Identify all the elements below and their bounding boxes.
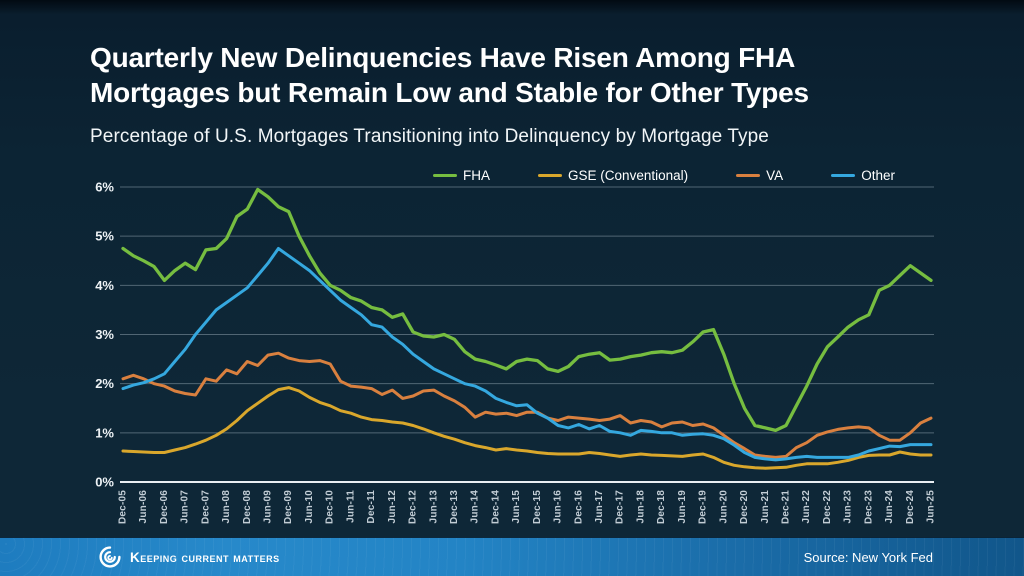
x-tick-label: Dec-12 — [408, 490, 419, 524]
y-tick-label: 6% — [95, 180, 114, 195]
x-tick-label: Jun-13 — [428, 490, 439, 524]
y-tick-label: 3% — [95, 327, 114, 342]
x-tick-label: Jun-07 — [180, 490, 191, 524]
series-line-fha — [121, 187, 933, 433]
x-tick-label: Jun-08 — [221, 490, 232, 524]
x-tick-label: Jun-20 — [718, 490, 729, 524]
y-tick-label: 0% — [95, 475, 114, 490]
x-tick-label: Dec-24 — [905, 490, 916, 524]
x-tick-label: Dec-13 — [449, 490, 460, 524]
y-tick-label: 4% — [95, 278, 114, 293]
legend-label: Other — [861, 168, 895, 183]
x-tick-label: Dec-14 — [490, 490, 501, 524]
legend-swatch — [736, 173, 761, 178]
x-tick-label: Jun-16 — [553, 490, 564, 524]
legend-item-va: VA — [736, 168, 783, 183]
series-line-gse-conventional — [121, 386, 933, 470]
x-tick-label: Jun-06 — [138, 490, 149, 524]
legend-swatch — [433, 173, 457, 178]
legend-label: FHA — [463, 168, 490, 183]
x-tick-label: Jun-17 — [594, 490, 605, 524]
footer-bar: Keeping Current Matters Source: New York… — [0, 537, 1024, 576]
x-tick-label: Dec-17 — [615, 490, 626, 524]
x-tick-label: Jun-11 — [345, 490, 356, 523]
x-tick-label: Dec-08 — [242, 490, 253, 524]
legend-item-fha: FHA — [433, 168, 490, 183]
x-tick-label: Jun-09 — [263, 490, 274, 524]
page-title: Quarterly New Delinquencies Have Risen A… — [90, 40, 970, 110]
y-tick-label: 2% — [95, 376, 114, 391]
x-tick-label: Dec-15 — [532, 490, 543, 524]
y-tick-label: 1% — [95, 425, 114, 440]
x-tick-label: Jun-22 — [801, 490, 812, 524]
source-attribution: Source: New York Fed — [803, 549, 933, 565]
legend-swatch — [538, 173, 563, 178]
x-tick-label: Jun-10 — [304, 490, 315, 524]
x-tick-label: Jun-15 — [511, 490, 522, 524]
x-tick-label: Jun-19 — [677, 490, 688, 524]
x-tick-label: Dec-23 — [863, 490, 874, 524]
title-line-1: Quarterly New Delinquencies Have Risen A… — [90, 42, 796, 73]
kcm-spiral-logo-icon — [99, 546, 121, 568]
x-tick-label: Dec-11 — [366, 490, 377, 524]
title-line-2: Mortgages but Remain Low and Stable for … — [90, 77, 809, 108]
x-tick-label: Jun-12 — [387, 490, 398, 524]
x-tick-label: Jun-23 — [843, 490, 854, 524]
legend-swatch — [831, 173, 856, 178]
chart-legend: FHA GSE (Conventional) VA Other — [433, 168, 895, 183]
x-tick-label: Dec-21 — [781, 490, 792, 524]
x-tick-label: Dec-06 — [159, 490, 170, 524]
x-tick-label: Jun-25 — [926, 490, 937, 524]
series-line-va — [121, 351, 933, 459]
x-tick-label: Dec-22 — [822, 490, 833, 524]
legend-item-gse-conventional: GSE (Conventional) — [538, 168, 688, 183]
x-tick-label: Dec-10 — [325, 490, 336, 524]
x-tick-label: Dec-05 — [118, 490, 129, 524]
x-tick-label: Dec-09 — [283, 490, 294, 524]
series-line-other — [121, 247, 933, 462]
x-tick-label: Jun-18 — [635, 490, 646, 524]
legend-label: GSE (Conventional) — [568, 168, 689, 183]
x-tick-label: Dec-07 — [200, 490, 211, 524]
y-tick-label: 5% — [95, 229, 114, 244]
legend-label: VA — [766, 168, 784, 183]
x-tick-label: Dec-18 — [656, 490, 667, 524]
brand: Keeping Current Matters — [98, 545, 280, 569]
x-tick-label: Jun-21 — [760, 490, 771, 524]
brand-name: Keeping Current Matters — [130, 549, 280, 565]
legend-item-other: Other — [831, 168, 895, 183]
chart-subtitle: Percentage of U.S. Mortgages Transitioni… — [90, 126, 769, 147]
x-tick-label: Dec-16 — [573, 490, 584, 524]
x-tick-label: Dec-20 — [739, 490, 750, 524]
x-tick-label: Jun-24 — [884, 490, 895, 524]
x-tick-label: Jun-14 — [470, 490, 481, 524]
x-tick-label: Dec-19 — [698, 490, 709, 524]
